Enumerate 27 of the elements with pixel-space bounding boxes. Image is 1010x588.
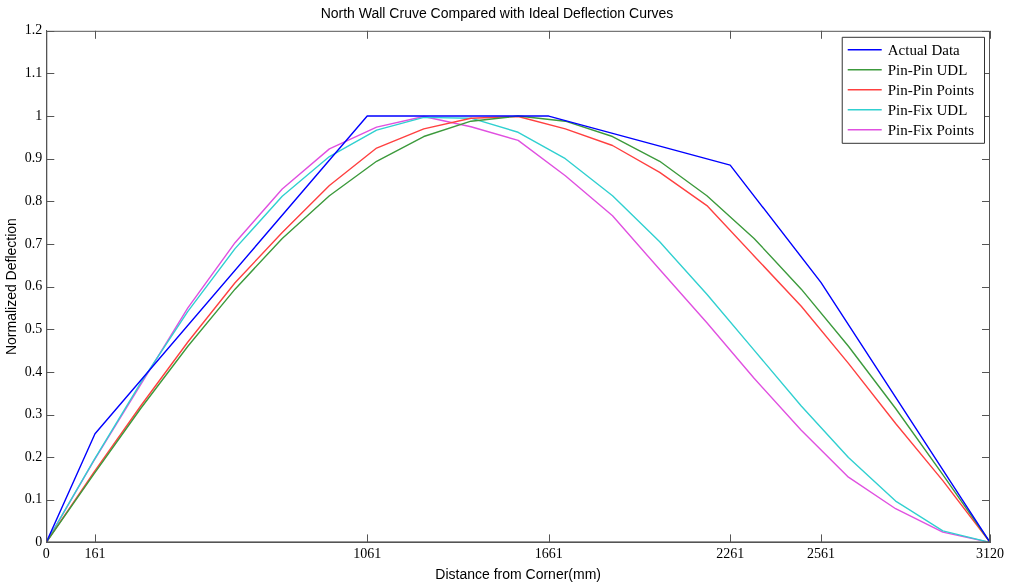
legend-label: Pin-Fix Points [887,121,975,138]
x-tick-label: 1061 [353,546,382,562]
x-tick-label: 1661 [534,546,563,562]
y-tick-label: 0.3 [24,406,43,422]
legend-label: Pin-Fix UDL [887,101,968,118]
legend-label: Actual Data [887,41,961,58]
y-tick-label: 1 [35,107,43,123]
x-tick-label: 2561 [806,546,835,562]
y-tick-label: 1.1 [24,65,43,81]
chart-title: North Wall Cruve Compared with Ideal Deflection Curves [320,5,674,22]
y-tick-label: 0.1 [24,491,43,507]
y-tick-label: 1.2 [24,22,43,38]
y-tick-label: 0.5 [24,320,43,336]
x-tick-label: 3120 [976,546,1004,562]
x-axis-title: Distance from Corner(mm) [435,566,601,583]
y-tick-label: 0.9 [24,150,43,166]
x-tick-label: 161 [84,546,106,562]
legend-label: Pin-Pin Points [887,81,975,98]
y-tick-label: 0.7 [24,235,43,251]
y-tick-label: 0 [35,534,43,550]
y-tick-label: 0.6 [24,278,43,294]
y-tick-label: 0.8 [24,193,43,209]
y-axis-title: Normalized Deflection [3,218,20,356]
y-tick-label: 0.2 [24,448,43,464]
legend-label: Pin-Pin UDL [887,61,968,78]
y-tick-label: 0.4 [24,363,43,379]
x-tick-label: 2261 [716,546,745,562]
